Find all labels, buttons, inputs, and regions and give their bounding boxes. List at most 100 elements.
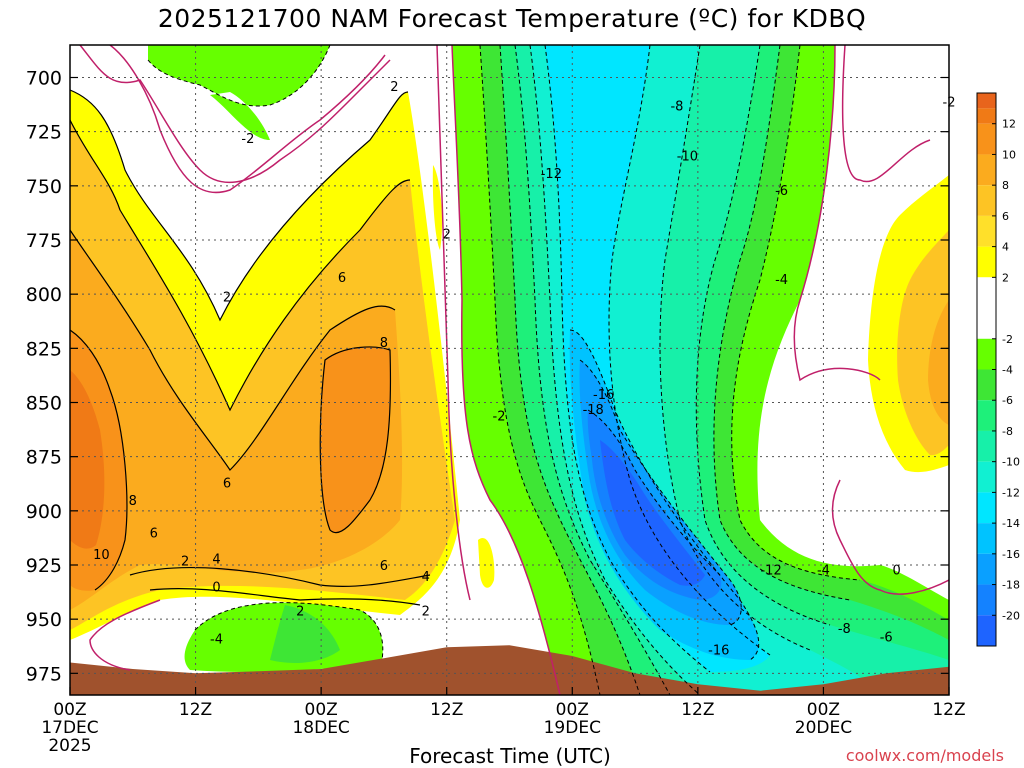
- plot-frame: [69, 44, 950, 696]
- contour-label: -12: [760, 563, 781, 578]
- contour-label: 4: [422, 570, 430, 585]
- contour-label: -18: [583, 403, 604, 418]
- y-tick-label: 700: [26, 68, 62, 90]
- contour-label: -4: [817, 563, 830, 578]
- band-orange-left: [70, 230, 403, 610]
- contour-label: -8: [670, 100, 683, 115]
- x-tick-label: 12Z: [681, 700, 714, 720]
- colorbar-band: [977, 553, 996, 585]
- band-orange-right: [928, 300, 949, 425]
- contour-label: -2: [943, 95, 956, 110]
- contour-label: 8: [129, 494, 137, 509]
- y-tick-label: 950: [26, 609, 62, 631]
- x-tick-label: 00Z: [53, 700, 86, 720]
- credit-text: coolwx.com/models: [845, 746, 1004, 765]
- contour-label: 2: [296, 605, 304, 620]
- colorbar-label: 2: [1002, 271, 1009, 284]
- colorbar-label: -6: [1002, 394, 1013, 407]
- x-tick-label: 2025: [48, 736, 91, 756]
- x-tick-label: 12Z: [430, 700, 463, 720]
- colorbar-label: 10: [1002, 148, 1016, 161]
- contour-label: -4: [210, 633, 223, 648]
- colorbar-label: -14: [1002, 517, 1020, 530]
- x-tick-label: 19DEC: [544, 718, 601, 738]
- dashed-contours: [147, 45, 861, 695]
- colorbar-label: 8: [1002, 179, 1009, 192]
- contour-label: 4: [212, 553, 220, 568]
- y-tick-label: 875: [26, 447, 62, 469]
- y-tick-label: 825: [26, 338, 62, 360]
- colorbar-band: [977, 584, 996, 616]
- y-tick-label: 725: [26, 122, 62, 144]
- contour-label: -10: [677, 150, 698, 165]
- band-yellow-small: [432, 165, 495, 588]
- colorbar-band: [977, 430, 996, 462]
- colorbar-band: [977, 369, 996, 401]
- colorbar-band: [977, 277, 996, 339]
- contour-label: -12: [541, 167, 562, 182]
- contour-label: -2: [241, 132, 254, 147]
- colorbar-band: [977, 400, 996, 431]
- x-tick-label: 12Z: [932, 700, 965, 720]
- colorbar-label: -4: [1002, 364, 1013, 377]
- contour-label: 2: [390, 80, 398, 95]
- colorbar-label: -16: [1002, 548, 1020, 561]
- colorbar-band: [977, 461, 996, 493]
- zero-contours: [79, 45, 949, 695]
- colorbar-band: [977, 492, 996, 524]
- y-tick-label: 900: [26, 501, 62, 523]
- y-tick-label: 750: [26, 176, 62, 198]
- colorbar-label: -8: [1002, 425, 1013, 438]
- x-tick-label: 20DEC: [795, 718, 852, 738]
- colorbar-band: [977, 338, 996, 370]
- colorbar-band: [977, 215, 996, 247]
- contour-label: -16: [593, 388, 614, 403]
- y-tick-label: 775: [26, 230, 62, 252]
- colorbar-band: [977, 185, 996, 216]
- colorbar-label: 6: [1002, 210, 1009, 223]
- contour-label: -4: [775, 273, 788, 288]
- contour-lines: [70, 89, 431, 606]
- colorbar-band: [977, 108, 996, 124]
- contour-label: 6: [338, 271, 346, 286]
- chart-title: 2025121700 NAM Forecast Temperature (ºC)…: [157, 4, 867, 33]
- colorbar-label: -12: [1002, 486, 1020, 499]
- contour-label: -6: [880, 631, 893, 646]
- colorbar-label: -18: [1002, 579, 1020, 592]
- colorbar-band: [977, 123, 996, 155]
- contour-label: -8: [838, 622, 851, 637]
- colorbar-band: [977, 93, 996, 109]
- contour-label: 6: [150, 527, 158, 542]
- contour-label: 2: [443, 228, 451, 243]
- contour-label: 8: [380, 336, 388, 351]
- contour-label: 2: [181, 555, 189, 570]
- x-tick-label: 12Z: [179, 700, 212, 720]
- x-tick-label: 18DEC: [292, 718, 349, 738]
- contour-label: 10: [93, 548, 110, 563]
- colorbar-band: [977, 246, 996, 278]
- colorbar-band: [977, 615, 996, 646]
- y-tick-label: 800: [26, 284, 62, 306]
- y-tick-label: 850: [26, 393, 62, 415]
- colorbar-legend: 12 10 8 6 4 2 -2 -4 -6 -8 -10 -12 -14 -16 -18 -20: [976, 92, 1020, 647]
- colorbar-label: -20: [1002, 609, 1020, 622]
- x-tick-label: 00Z: [556, 700, 589, 720]
- contour-label: -6: [775, 184, 788, 199]
- colorbar-label: 12: [1002, 118, 1016, 131]
- terrain-ground: [70, 645, 949, 695]
- contour-label: 6: [223, 477, 231, 492]
- x-axis-label: Forecast Time (UTC): [409, 744, 611, 768]
- band-blue2: [587, 410, 722, 600]
- contour-label: -2: [493, 410, 506, 425]
- colorbar-label: -10: [1002, 456, 1020, 469]
- colorbar-band: [977, 154, 996, 186]
- colorbar-label: 4: [1002, 241, 1009, 254]
- contour-label: 0: [893, 563, 901, 578]
- colorbar-band: [977, 523, 996, 554]
- band-deep-left: [70, 370, 105, 549]
- contour-label: 2: [422, 605, 430, 620]
